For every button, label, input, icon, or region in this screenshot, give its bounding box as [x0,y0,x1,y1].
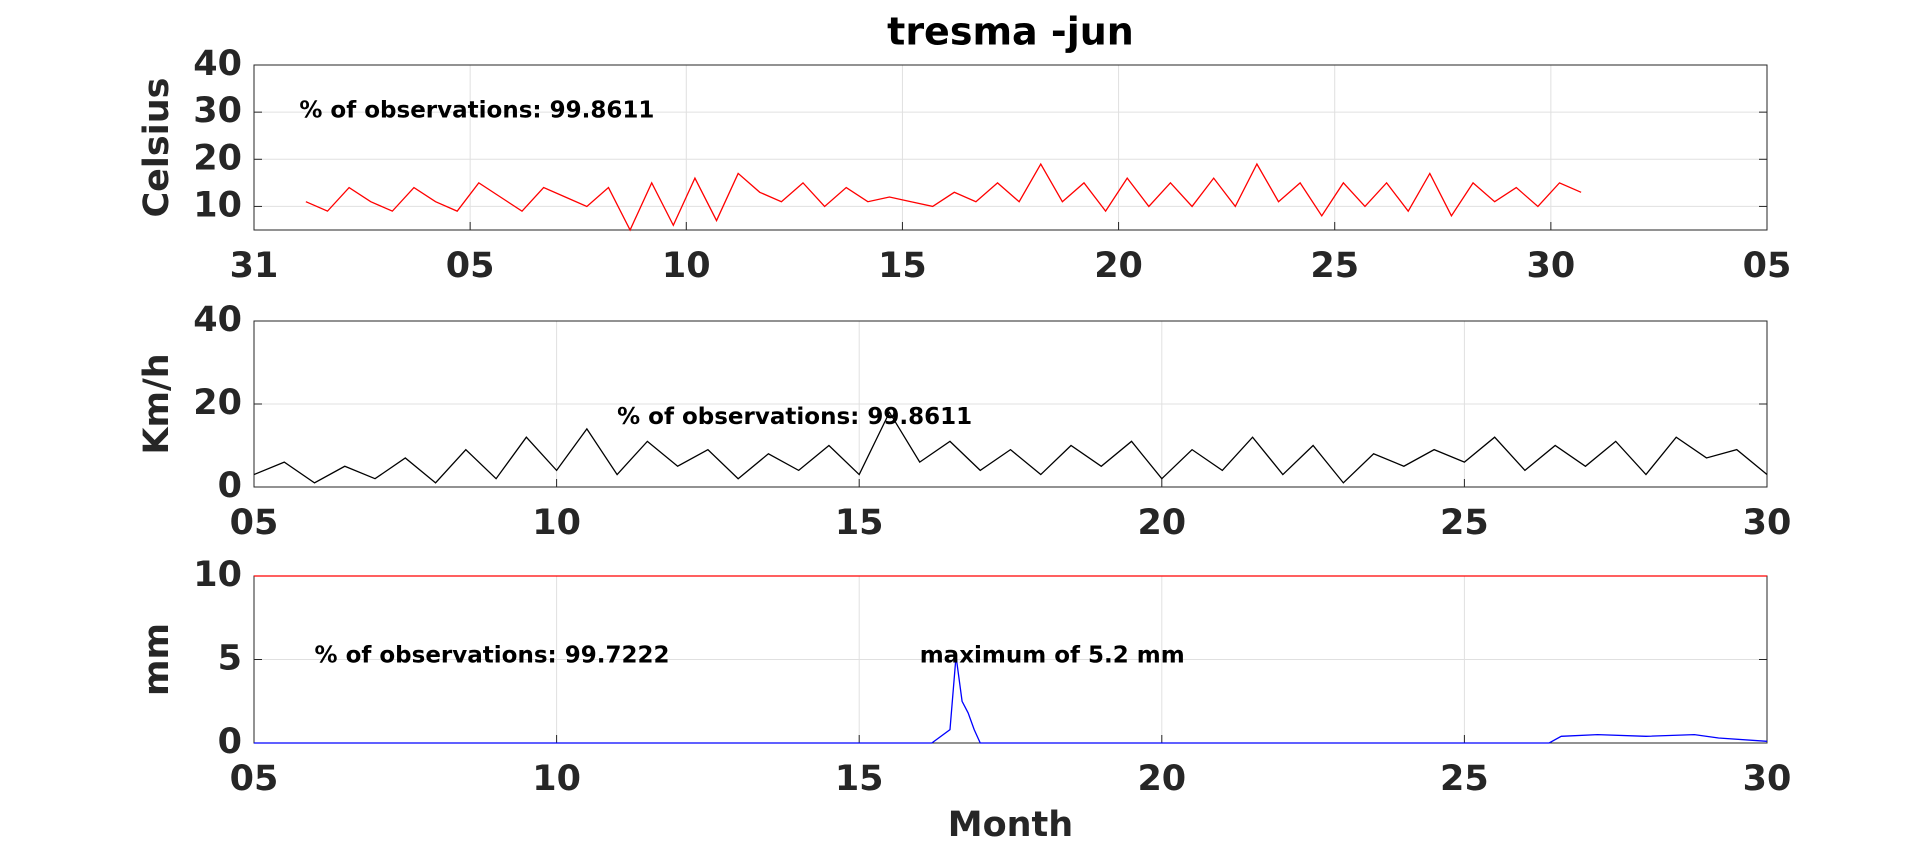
plot-area [254,65,1767,230]
chart-title: tresma -jun [887,10,1134,54]
x-tick-label: 25 [1440,503,1489,543]
x-tick-label: 31 [230,246,279,286]
y-axis-label: Celsius [137,78,177,218]
x-tick-label: 10 [532,503,581,543]
x-tick-label: 20 [1137,503,1186,543]
y-axis-label: mm [137,623,177,696]
x-tick-label: 10 [532,759,581,799]
y-tick-label: 5 [218,639,242,679]
y-tick-label: 20 [193,383,242,423]
x-tick-label: 20 [1094,246,1143,286]
x-tick-label: 10 [662,246,711,286]
data-line [305,162,1582,232]
y-tick-label: 40 [193,300,242,340]
x-tick-label: 25 [1440,759,1489,799]
y-tick-label: 0 [218,466,242,506]
annotation: % of observations: 99.8611 [617,404,972,430]
y-tick-label: 10 [193,555,242,595]
x-tick-label: 25 [1310,246,1359,286]
x-tick-label: 30 [1526,246,1575,286]
y-tick-label: 20 [193,138,242,178]
annotation: % of observations: 99.7222 [315,643,670,669]
x-tick-label: 15 [835,503,884,543]
annotation: maximum of 5.2 mm [920,643,1185,669]
x-tick-label: 30 [1743,759,1792,799]
x-tick-label: 05 [446,246,495,286]
y-tick-label: 0 [218,722,242,762]
data-line [253,410,1768,484]
y-tick-label: 10 [193,185,242,225]
x-tick-label: 15 [878,246,927,286]
annotation: % of observations: 99.8611 [299,98,654,124]
y-axis-label: Km/h [137,353,177,454]
x-tick-label: 30 [1743,503,1792,543]
y-tick-label: 30 [193,91,242,131]
y-tick-label: 40 [193,44,242,84]
axes-frame [253,320,1768,488]
x-tick-label: 05 [1743,246,1792,286]
data-line [254,656,1768,744]
x-tick-label: 15 [835,759,884,799]
x-tick-label: 05 [230,503,279,543]
x-axis-label: Month [948,805,1073,841]
x-tick-label: 05 [230,759,279,799]
axes-frame [253,64,1768,231]
x-tick-label: 20 [1137,759,1186,799]
